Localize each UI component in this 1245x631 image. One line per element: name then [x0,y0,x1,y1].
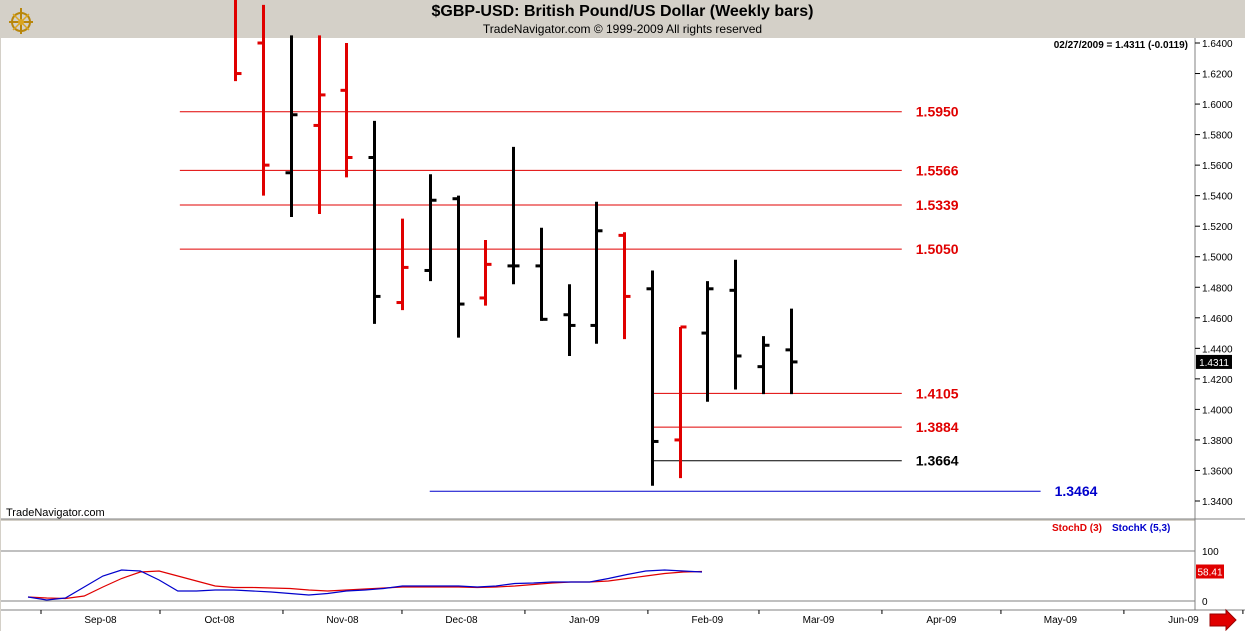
price-axis-area [1195,38,1245,610]
price-tick-label: 1.4600 [1202,314,1233,325]
price-tick-label: 1.6000 [1202,100,1233,111]
price-tick-label: 1.5200 [1202,222,1233,233]
ohlc-bar [479,239,492,306]
scroll-right-arrow-icon[interactable] [1209,608,1237,631]
ohlc-bar [452,195,465,338]
price-tick-label: 1.3400 [1202,497,1233,508]
date-tick-label: Nov-08 [326,615,359,626]
ohlc-bar [424,174,437,282]
chart-title: $GBP-USD: British Pound/US Dollar (Weekl… [431,3,814,20]
ohlc-bar [368,120,381,324]
ohlc-bar [285,35,298,218]
ohlc-bar [618,232,631,340]
ohlc-bar [313,35,326,214]
ohlc-bar [257,4,270,196]
level-label: 1.3664 [916,453,959,469]
ohlc-bar [729,259,742,390]
price-tick-label: 1.4800 [1202,283,1233,294]
ohlc-bar [396,218,409,311]
ohlc-bar [234,0,242,82]
watermark-text: TradeNavigator.com [6,507,105,519]
ohlc-bar [563,284,576,356]
stoch-tick-label: 0 [1202,597,1208,608]
price-tick-label: 1.5800 [1202,131,1233,142]
stoch-legend-k: StochK (5,3) [1112,523,1170,534]
price-tick-label: 1.4400 [1202,344,1233,355]
date-tick-label: Jan-09 [569,615,600,626]
stoch-last-label: 58.41 [1197,568,1222,579]
ohlc-bar [785,308,798,395]
stoch-plot-area [1,521,1195,610]
last-price-marker [1196,354,1232,369]
stoch-legend-d: StochD (3) [1052,523,1102,534]
level-label: 1.4105 [916,385,959,401]
stoch-last-marker [1196,564,1224,579]
stoch-series-line [27,569,703,601]
price-tick-label: 1.3800 [1202,436,1233,447]
price-tick-label: 1.5400 [1202,192,1233,203]
price-tick-label: 1.3600 [1202,466,1233,477]
ohlc-bar [757,336,770,395]
ohlc-bar [535,227,548,321]
ohlc-bar [340,43,353,178]
price-tick-label: 1.5600 [1202,161,1233,172]
date-tick-label: Feb-09 [692,615,724,626]
level-label: 1.5339 [916,197,959,213]
ohlc-bar [507,146,520,285]
date-tick-label: May-09 [1044,615,1078,626]
date-axis-area [1,610,1245,631]
level-label: 1.3884 [916,419,959,435]
ohlc-bar [674,325,687,479]
price-tick-label: 1.4000 [1202,405,1233,416]
price-tick-label: 1.4200 [1202,375,1233,386]
date-tick-label: Apr-09 [926,615,956,626]
level-label: 1.5050 [916,241,959,257]
price-tick-label: 1.6200 [1202,70,1233,81]
date-tick-label: Jun-09 [1168,615,1199,626]
price-tick-label: 1.5000 [1202,253,1233,264]
last-price-label: 1.4311 [1199,358,1229,369]
date-tick-label: Oct-08 [204,615,234,626]
trade-navigator-logo-icon [9,8,33,34]
date-tick-label: Dec-08 [445,615,478,626]
price-readout: 02/27/2009 = 1.4311 (-0.0119) [1054,40,1188,51]
ohlc-bar [701,281,714,402]
chart-subtitle: TradeNavigator.com © 1999-2009 All right… [482,22,763,36]
level-label: 1.3464 [1055,483,1098,499]
ohlc-bar [590,201,603,344]
stoch-tick-label: 100 [1202,547,1219,558]
date-tick-label: Sep-08 [84,615,117,626]
level-label: 1.5950 [916,104,959,120]
price-tick-label: 1.6400 [1202,39,1233,50]
date-tick-label: Mar-09 [803,615,835,626]
ohlc-bar [646,270,659,486]
level-label: 1.5566 [916,162,959,178]
